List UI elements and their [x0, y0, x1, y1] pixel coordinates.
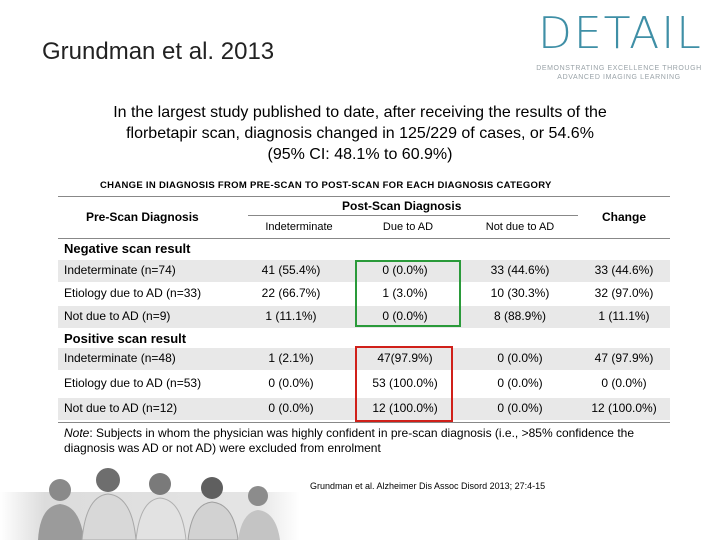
headline-line-2: florbetapir scan, diagnosis changed in 1… — [126, 125, 594, 142]
logo-word: DETAIL — [538, 8, 703, 59]
note-prefix: Note — [64, 426, 90, 440]
cell-not-due-to-ad: 33 (44.6%) — [490, 263, 550, 277]
subheader-due-to-ad: Due to AD — [382, 221, 434, 233]
cell-indeterminate: 22 (66.7%) — [261, 286, 321, 300]
detail-logo: DETAIL DEMONSTRATING EXCELLENCE THROUGH … — [528, 8, 710, 92]
headline-line-3: (95% CI: 48.1% to 60.9%) — [267, 146, 453, 163]
row-label: Not due to AD (n=9) — [64, 309, 171, 323]
row-label: Etiology due to AD (n=33) — [64, 286, 202, 300]
cell-indeterminate: 1 (2.1%) — [268, 351, 314, 365]
cell-change: 1 (11.1%) — [598, 309, 650, 323]
section-positive: Positive scan result — [64, 331, 187, 346]
negative-highlight-box — [355, 260, 461, 327]
table-row: Etiology due to AD (n=33) 22 (66.7%) 1 (… — [58, 283, 670, 305]
cell-due-to-ad: 47(97.9%) — [377, 351, 433, 365]
cell-not-due-to-ad: 8 (88.9%) — [493, 309, 547, 323]
post-scan-header: Post-Scan Diagnosis — [342, 199, 462, 213]
cell-change: 33 (44.6%) — [594, 263, 654, 277]
headline-line-1: In the largest study published to date, … — [113, 104, 607, 121]
cell-indeterminate: 41 (55.4%) — [261, 263, 321, 277]
cell-change: 0 (0.0%) — [601, 376, 647, 390]
row-label: Not due to AD (n=12) — [64, 401, 178, 415]
subheader-not-due-to-ad: Not due to AD — [485, 221, 555, 233]
row-label: Etiology due to AD (n=53) — [64, 376, 202, 390]
cell-indeterminate: 0 (0.0%) — [268, 376, 314, 390]
pre-scan-header: Pre-Scan Diagnosis — [86, 210, 199, 224]
positive-highlight-box — [355, 346, 453, 422]
cell-not-due-to-ad: 0 (0.0%) — [497, 401, 543, 415]
cell-indeterminate: 0 (0.0%) — [268, 401, 314, 415]
table-top-rule — [58, 196, 670, 197]
table-row: Etiology due to AD (n=53) 0 (0.0%) 53 (1… — [58, 373, 670, 395]
cell-due-to-ad: 12 (100.0%) — [372, 401, 438, 415]
logo-tagline-1: DEMONSTRATING EXCELLENCE THROUGH — [536, 65, 702, 72]
table-bottom-rule — [58, 422, 670, 423]
table-caption: CHANGE IN DIAGNOSIS FROM PRE-SCAN TO POS… — [100, 180, 552, 191]
post-scan-rule — [248, 215, 578, 216]
logo-tagline-2: ADVANCED IMAGING LEARNING — [557, 74, 681, 81]
cell-change: 47 (97.9%) — [594, 351, 654, 365]
table-row: Indeterminate (n=74) 41 (55.4%) 0 (0.0%)… — [58, 260, 670, 282]
table-row: Not due to AD (n=12) 0 (0.0%) 12 (100.0%… — [58, 398, 670, 420]
cell-not-due-to-ad: 0 (0.0%) — [497, 351, 543, 365]
row-label: Indeterminate (n=48) — [64, 351, 176, 365]
cell-due-to-ad: 0 (0.0%) — [382, 263, 428, 277]
cell-due-to-ad: 0 (0.0%) — [382, 309, 428, 323]
table-row: Indeterminate (n=48) 1 (2.1%) 47(97.9%) … — [58, 348, 670, 370]
row-label: Indeterminate (n=74) — [64, 263, 176, 277]
slide-title: Grundman et al. 2013 — [42, 38, 275, 65]
cell-not-due-to-ad: 0 (0.0%) — [497, 376, 543, 390]
header-bottom-rule — [58, 238, 670, 239]
cell-change: 12 (100.0%) — [591, 401, 657, 415]
cell-due-to-ad: 1 (3.0%) — [382, 286, 428, 300]
change-header: Change — [601, 210, 646, 224]
citation: Grundman et al. Alzheimer Dis Assoc Diso… — [310, 481, 546, 491]
doctors-photo — [0, 468, 300, 540]
cell-not-due-to-ad: 10 (30.3%) — [490, 286, 550, 300]
note-text: : Subjects in whom the physician was hig… — [64, 426, 634, 455]
logo-tagline: DEMONSTRATING EXCELLENCE THROUGH ADVANCE… — [528, 64, 710, 82]
cell-due-to-ad: 53 (100.0%) — [372, 376, 438, 390]
cell-indeterminate: 1 (11.1%) — [265, 309, 317, 323]
headline: In the largest study published to date, … — [60, 102, 660, 165]
table-row: Not due to AD (n=9) 1 (11.1%) 0 (0.0%) 8… — [58, 306, 670, 328]
subheader-indeterminate: Indeterminate — [265, 221, 333, 233]
cell-change: 32 (97.0%) — [594, 286, 654, 300]
table-note: Note: Subjects in whom the physician was… — [64, 426, 664, 456]
section-negative: Negative scan result — [64, 241, 191, 256]
